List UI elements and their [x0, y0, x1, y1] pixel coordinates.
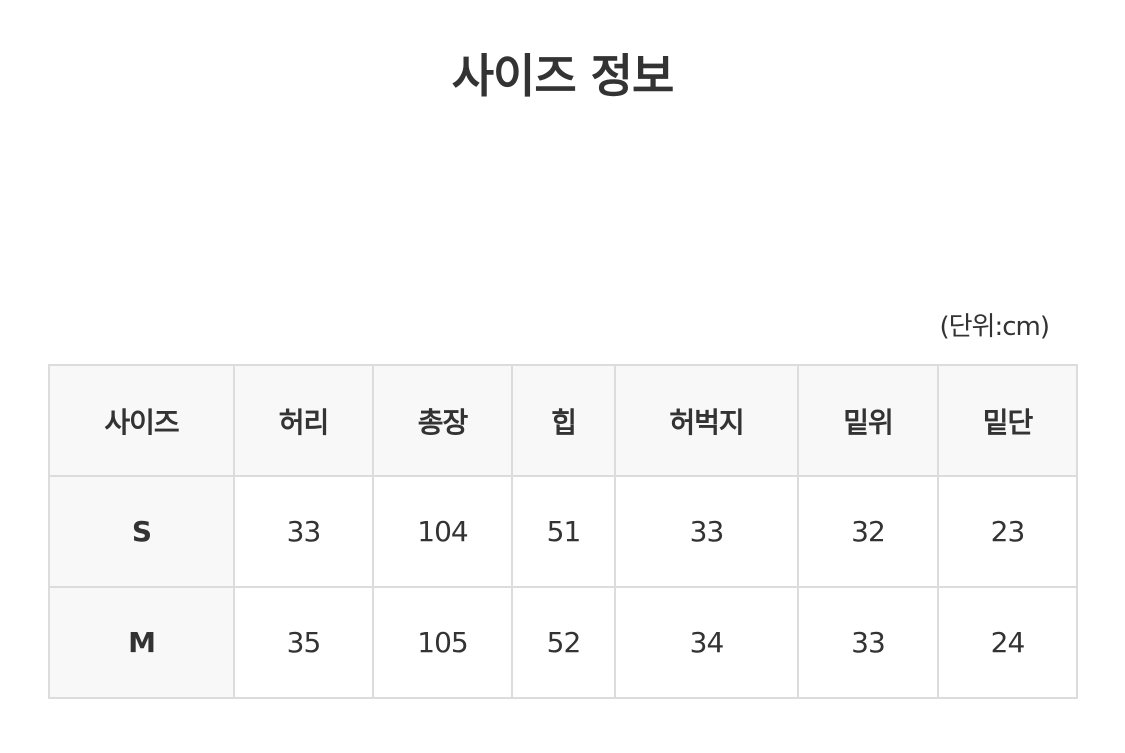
cell-size: M [48, 586, 235, 699]
header-waist: 허리 [233, 364, 374, 477]
cell-waist: 35 [233, 586, 374, 699]
size-table: 사이즈 허리 총장 힙 허벅지 밑위 밑단 S 33 104 51 33 32 … [48, 364, 1078, 699]
cell-thigh: 33 [614, 475, 799, 588]
cell-length: 104 [372, 475, 513, 588]
cell-thigh: 34 [614, 586, 799, 699]
cell-size: S [48, 475, 235, 588]
cell-length: 105 [372, 586, 513, 699]
header-hip: 힙 [511, 364, 616, 477]
header-length: 총장 [372, 364, 513, 477]
cell-hem: 24 [937, 586, 1078, 699]
cell-waist: 33 [233, 475, 374, 588]
cell-hip: 51 [511, 475, 616, 588]
cell-rise: 33 [797, 586, 939, 699]
cell-hem: 23 [937, 475, 1078, 588]
header-rise: 밑위 [797, 364, 939, 477]
table-header-row: 사이즈 허리 총장 힙 허벅지 밑위 밑단 [48, 364, 1078, 477]
header-size: 사이즈 [48, 364, 235, 477]
page-title: 사이즈 정보 [451, 49, 675, 103]
unit-label: (단위:cm) [939, 312, 1050, 342]
header-hem: 밑단 [937, 364, 1078, 477]
table-row: M 35 105 52 34 33 24 [48, 586, 1078, 699]
table-row: S 33 104 51 33 32 23 [48, 475, 1078, 588]
header-thigh: 허벅지 [614, 364, 799, 477]
cell-hip: 52 [511, 586, 616, 699]
cell-rise: 32 [797, 475, 939, 588]
